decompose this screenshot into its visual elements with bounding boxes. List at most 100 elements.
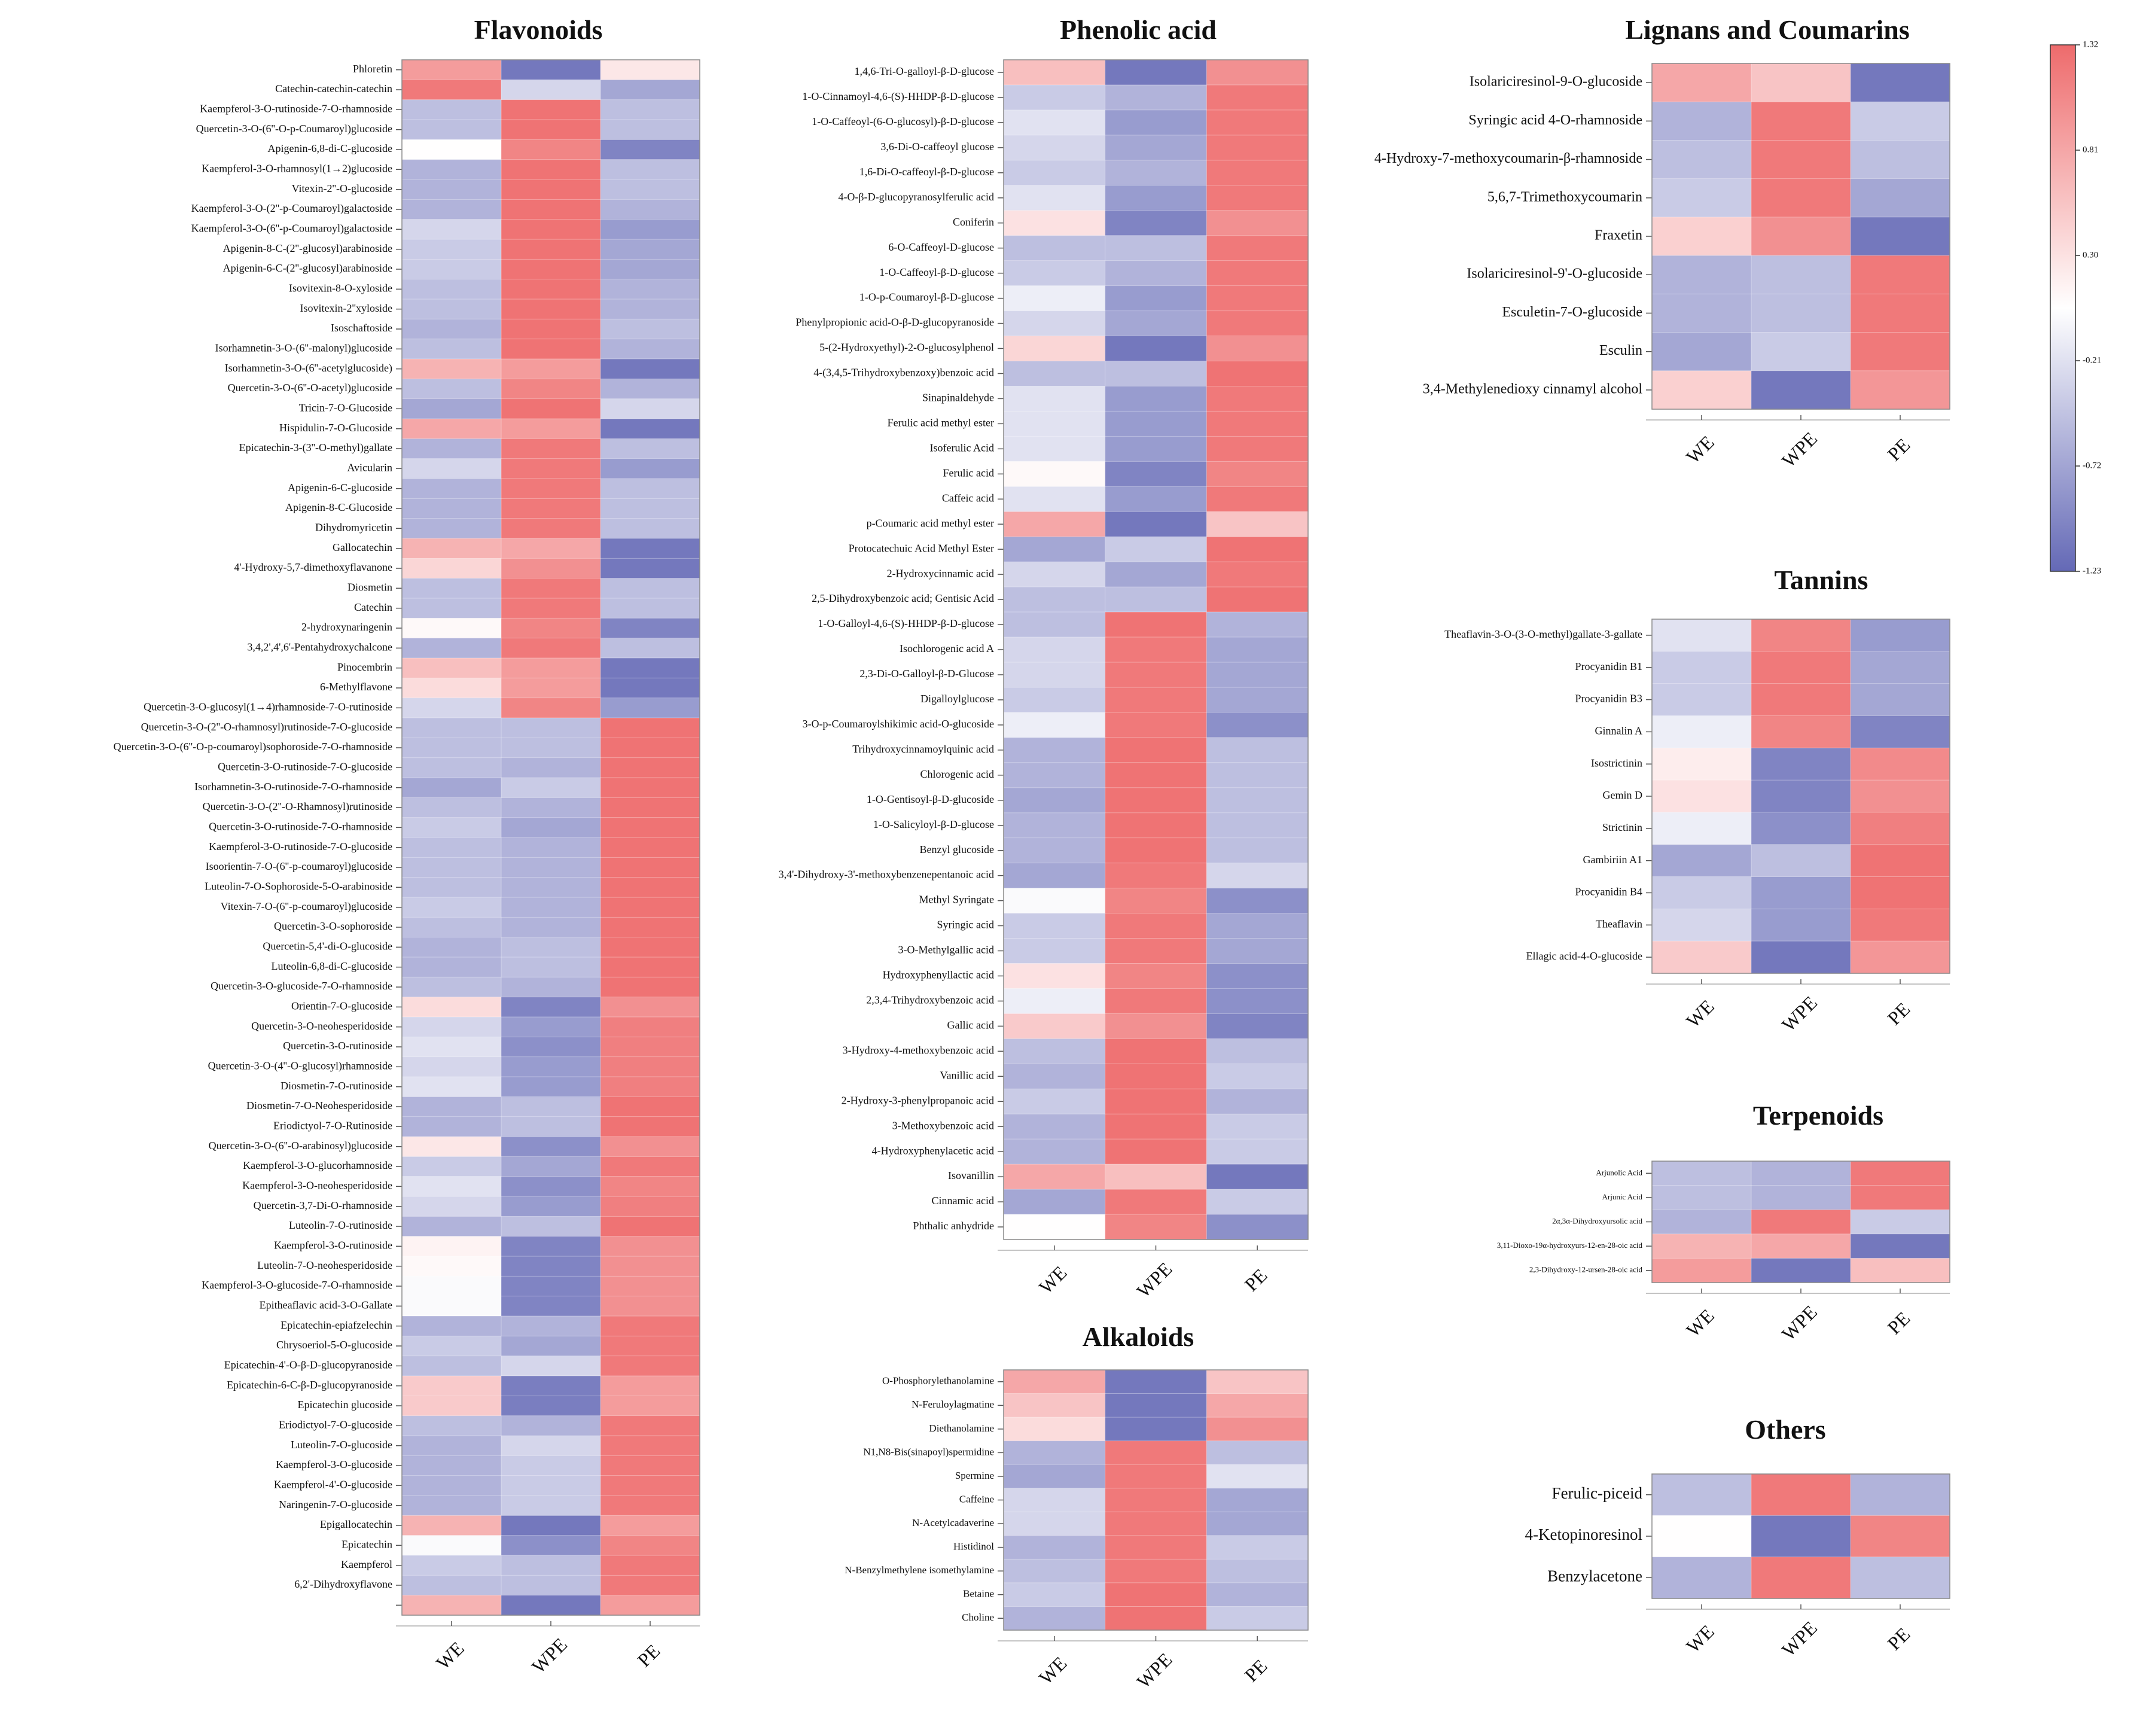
heatmap-cell bbox=[600, 99, 700, 120]
heatmap-cell bbox=[501, 698, 601, 718]
heatmap-cell bbox=[1004, 888, 1106, 914]
row-label: p-Coumaric acid methyl ester bbox=[867, 517, 994, 529]
heatmap-cell bbox=[1851, 780, 1950, 813]
heatmap-cell bbox=[1206, 486, 1309, 512]
heatmap-cell bbox=[402, 1056, 502, 1077]
heatmap-cell bbox=[600, 997, 700, 1018]
heatmap-cell bbox=[1751, 178, 1851, 218]
heatmap-cell bbox=[1004, 1535, 1106, 1560]
heatmap-cell bbox=[402, 239, 502, 260]
heatmap-cell bbox=[600, 797, 700, 818]
heatmap-cell bbox=[402, 578, 502, 599]
heatmap-cell bbox=[501, 1236, 601, 1257]
heatmap-cell bbox=[501, 279, 601, 300]
heatmap-cell bbox=[1105, 537, 1207, 562]
heatmap-cell bbox=[1105, 511, 1207, 537]
column-label: WPE bbox=[1778, 1301, 1821, 1345]
column-label: PE bbox=[1883, 998, 1914, 1029]
heatmap-cell bbox=[1206, 386, 1309, 412]
heatmap-cell bbox=[1105, 1440, 1207, 1465]
heatmap-cell bbox=[402, 977, 502, 998]
heatmap-cell bbox=[1652, 178, 1752, 218]
heatmap-cell bbox=[600, 359, 700, 379]
row-label: 1-O-Galloyl-4,6-(S)-HHDP-β-D-glucose bbox=[818, 617, 994, 630]
heatmap-cell bbox=[1751, 876, 1851, 909]
heatmap-cell bbox=[1004, 1606, 1106, 1631]
heatmap-cell bbox=[1206, 310, 1309, 337]
heatmap-cell bbox=[1751, 1557, 1851, 1599]
heatmap-cell bbox=[600, 1455, 700, 1476]
heatmap-cell bbox=[1206, 160, 1309, 186]
row-label: Quercetin-3-O-(4''-O-glucosyl)rhamnoside bbox=[208, 1059, 392, 1072]
heatmap-cell bbox=[1206, 1488, 1309, 1512]
heatmap-cell bbox=[1851, 217, 1950, 256]
heatmap-cell bbox=[1105, 160, 1207, 186]
heatmap-cell bbox=[1206, 612, 1309, 638]
heatmap-cell bbox=[600, 1176, 700, 1197]
heatmap-cell bbox=[600, 638, 700, 659]
heatmap-cell bbox=[1652, 217, 1752, 256]
heatmap-cell bbox=[1751, 1515, 1851, 1558]
row-label: Quercetin-3-O-glucoside-7-O-rhamnoside bbox=[211, 980, 392, 992]
heatmap-cell bbox=[501, 379, 601, 400]
heatmap-cell bbox=[1206, 1038, 1309, 1064]
heatmap-cell bbox=[1652, 1185, 1752, 1210]
heatmap-cell bbox=[402, 837, 502, 858]
heatmap-cell bbox=[1105, 109, 1207, 136]
heatmap-cell bbox=[1751, 332, 1851, 371]
heatmap-cell bbox=[1206, 461, 1309, 487]
heatmap-cell bbox=[1851, 1474, 1950, 1516]
heatmap-cell bbox=[1206, 1393, 1309, 1418]
heatmap-cell bbox=[501, 1455, 601, 1476]
heatmap-cell bbox=[501, 120, 601, 140]
row-label: 3,4,2',4',6'-Pentahydroxychalcone bbox=[247, 641, 392, 653]
heatmap-cell bbox=[1105, 737, 1207, 763]
heatmap-cell bbox=[501, 757, 601, 778]
heatmap-cell bbox=[600, 1415, 700, 1436]
heatmap-cell bbox=[402, 1496, 502, 1516]
colorbar-tick-label: 0.30 bbox=[2083, 250, 2098, 260]
heatmap-cell bbox=[1851, 1515, 1950, 1558]
heatmap-cell bbox=[1851, 140, 1950, 179]
heatmap-cell bbox=[501, 339, 601, 360]
row-label: 2α,3α-Dihydroxyursolic acid bbox=[1552, 1216, 1642, 1225]
heatmap-cell bbox=[402, 638, 502, 659]
heatmap-cell bbox=[501, 857, 601, 878]
heatmap-cell bbox=[402, 1216, 502, 1237]
heatmap-cell bbox=[402, 797, 502, 818]
heatmap-cell bbox=[501, 1056, 601, 1077]
panel-title: Tannins bbox=[1775, 565, 1868, 595]
heatmap-cell bbox=[1105, 461, 1207, 487]
heatmap-cell bbox=[1751, 1185, 1851, 1210]
heatmap-cell bbox=[1105, 712, 1207, 738]
row-label: Quercetin-3-O-neohesperidoside bbox=[251, 1020, 392, 1032]
heatmap-cell bbox=[1206, 913, 1309, 939]
column-label: WE bbox=[1682, 995, 1718, 1032]
heatmap-cell bbox=[1004, 1064, 1106, 1089]
heatmap-cell bbox=[1004, 486, 1106, 512]
heatmap-cell bbox=[1004, 1512, 1106, 1536]
heatmap-cell bbox=[402, 120, 502, 140]
heatmap-cell bbox=[1004, 938, 1106, 964]
heatmap-cell bbox=[1751, 370, 1851, 410]
heatmap-cell bbox=[402, 319, 502, 340]
row-label: Catechin-catechin-catechin bbox=[275, 83, 392, 95]
heatmap-cell bbox=[1206, 712, 1309, 738]
heatmap-cell bbox=[501, 219, 601, 240]
heatmap-cell bbox=[600, 1436, 700, 1456]
column-label: PE bbox=[1240, 1655, 1272, 1686]
heatmap-cell bbox=[1851, 909, 1950, 942]
heatmap-cell bbox=[402, 159, 502, 180]
heatmap-cell bbox=[1652, 332, 1752, 371]
heatmap-cell bbox=[1105, 787, 1207, 814]
row-label: Protocatechuic Acid Methyl Ester bbox=[849, 542, 994, 554]
row-label: 1,4,6-Tri-O-galloyl-β-D-glucose bbox=[855, 65, 994, 77]
heatmap-cell bbox=[1004, 537, 1106, 562]
heatmap-cell bbox=[1652, 1557, 1752, 1599]
heatmap-cell bbox=[1206, 60, 1309, 86]
heatmap-cell bbox=[1004, 863, 1106, 889]
heatmap-cell bbox=[1851, 748, 1950, 781]
column-label: WE bbox=[1682, 1305, 1718, 1341]
row-label: Kaempferol-3-O-glucorhamnoside bbox=[243, 1159, 392, 1171]
column-label: WPE bbox=[528, 1634, 571, 1677]
